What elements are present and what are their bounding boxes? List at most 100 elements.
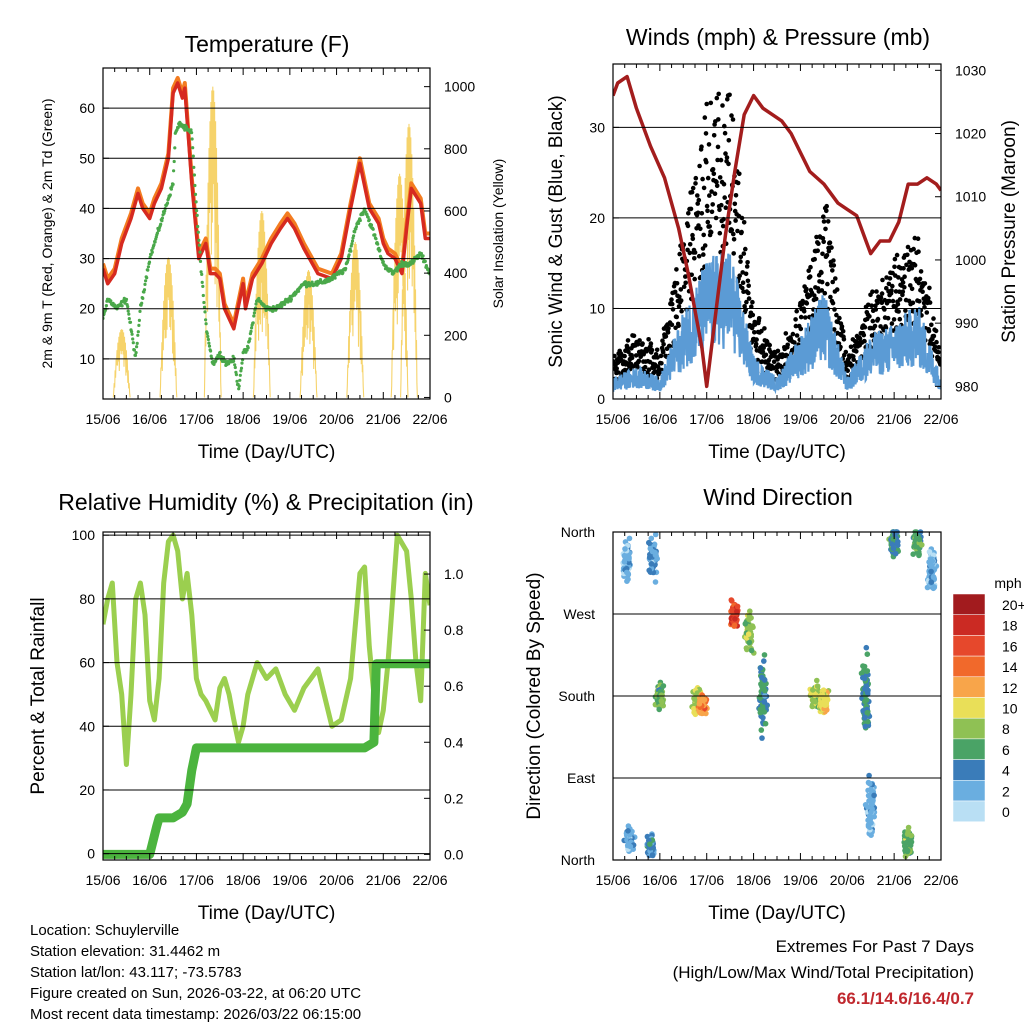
gust-point	[683, 280, 688, 286]
dewpoint-point	[350, 239, 355, 243]
dewpoint-point	[159, 222, 163, 226]
gust-point	[731, 231, 736, 237]
dewpoint-point	[134, 351, 138, 355]
direction-point	[648, 535, 655, 542]
y-tick-label: East	[567, 770, 595, 786]
gust-point	[922, 281, 928, 286]
legend-swatch	[952, 635, 986, 657]
winds-chart: 15/06 16/06 17/06 18/06 19/06 20/06 21/06 22/06…	[546, 24, 1020, 463]
gust-point	[689, 189, 695, 195]
dewpoint-point	[144, 279, 148, 283]
chart-title: Relative Humidity (%) & Precipitation (i…	[58, 489, 473, 515]
gust-point	[823, 226, 828, 232]
gust-point	[926, 295, 931, 301]
gust-point	[733, 218, 738, 223]
legend-label: 18	[1002, 618, 1018, 634]
extremes-block: Extremes For Past 7 Days (High/Low/Max W…	[673, 934, 974, 1012]
gust-point	[693, 181, 698, 186]
gust-point	[861, 332, 867, 338]
gust-point	[793, 317, 798, 322]
x-tick-label: 15/06	[595, 411, 630, 427]
gust-point	[660, 349, 666, 355]
gust-point	[918, 269, 924, 274]
gust-point	[683, 274, 688, 279]
direction-point	[743, 645, 750, 651]
gust-point	[690, 232, 695, 238]
dewpoint-point	[204, 322, 208, 326]
gust-point	[927, 300, 933, 305]
direction-point	[652, 531, 659, 538]
y2-tick-label: 0.6	[444, 678, 464, 694]
gust-point	[874, 289, 879, 294]
gust-point	[909, 286, 915, 292]
dewpoint-point	[232, 359, 236, 363]
dewpoint-point	[127, 317, 131, 321]
gust-point	[614, 366, 619, 371]
y2-tick-label: 1000	[955, 252, 986, 268]
gust-point	[712, 191, 718, 196]
gust-point	[902, 274, 907, 280]
dewpoint-point	[240, 361, 244, 365]
dewpoint-point	[206, 334, 210, 339]
direction-point	[742, 621, 749, 627]
direction-point	[734, 603, 741, 610]
y-axis-label: Sonic Wind & Gust (Blue, Black)	[546, 95, 567, 367]
direction-point	[865, 792, 872, 799]
dewpoint-point	[373, 233, 377, 237]
gust-point	[718, 157, 724, 163]
dewpoint-point	[198, 250, 202, 254]
dewpoint-point	[238, 378, 242, 382]
direction-point	[649, 852, 656, 858]
gust-point	[908, 283, 913, 288]
direction-point	[625, 823, 632, 829]
dewpoint-point	[250, 326, 254, 330]
y-tick-label: North	[561, 852, 595, 868]
x-tick-label: 18/06	[226, 872, 261, 888]
gust-point	[722, 195, 727, 200]
gust-point	[715, 144, 721, 150]
dewpoint-point	[124, 297, 129, 301]
gust-point	[692, 255, 697, 261]
gust-point	[831, 263, 837, 268]
dewpoint-point	[252, 311, 256, 315]
dewpoint-point	[206, 337, 210, 342]
y2-tick-label: 0.8	[444, 622, 464, 638]
gust-point	[867, 314, 872, 319]
direction-point	[809, 703, 815, 710]
gust-point	[879, 291, 885, 296]
dewpoint-point	[163, 209, 167, 213]
gust-point	[731, 237, 737, 242]
gust-point	[819, 288, 825, 293]
dewpoint-point	[349, 249, 353, 253]
gust-point	[916, 249, 921, 254]
gust-point	[862, 324, 868, 330]
x-tick-label: 17/06	[179, 872, 214, 888]
gust-point	[938, 357, 941, 362]
dewpoint-point	[120, 304, 124, 308]
gust-point	[785, 342, 790, 348]
gust-point	[714, 183, 720, 189]
y2-tick-label: 1010	[955, 189, 986, 205]
dewpoint-point	[126, 309, 130, 313]
dewpoint-point	[423, 259, 427, 263]
y2-tick-label: 980	[955, 378, 979, 394]
gust-point	[767, 342, 772, 348]
dewpoint-point	[203, 310, 207, 314]
gust-point	[830, 279, 835, 285]
direction-series	[620, 529, 940, 860]
gust-point	[640, 341, 645, 346]
gust-point	[726, 161, 731, 167]
gust-point	[741, 251, 747, 256]
direction-point	[814, 677, 820, 684]
gust-point	[636, 358, 642, 364]
gust-point	[685, 223, 691, 229]
gust-point	[804, 301, 810, 306]
dewpoint-point	[233, 363, 237, 367]
gust-point	[821, 219, 827, 224]
dewpoint-point	[152, 243, 156, 247]
speed-legend: mph 20+ 18 16 14 12 10 8 6 4 2 0	[952, 575, 1024, 822]
x-tick-label: 15/06	[595, 872, 630, 888]
legend-swatch	[952, 614, 986, 636]
dewpoint-series	[103, 120, 430, 391]
direction-point	[658, 692, 665, 698]
